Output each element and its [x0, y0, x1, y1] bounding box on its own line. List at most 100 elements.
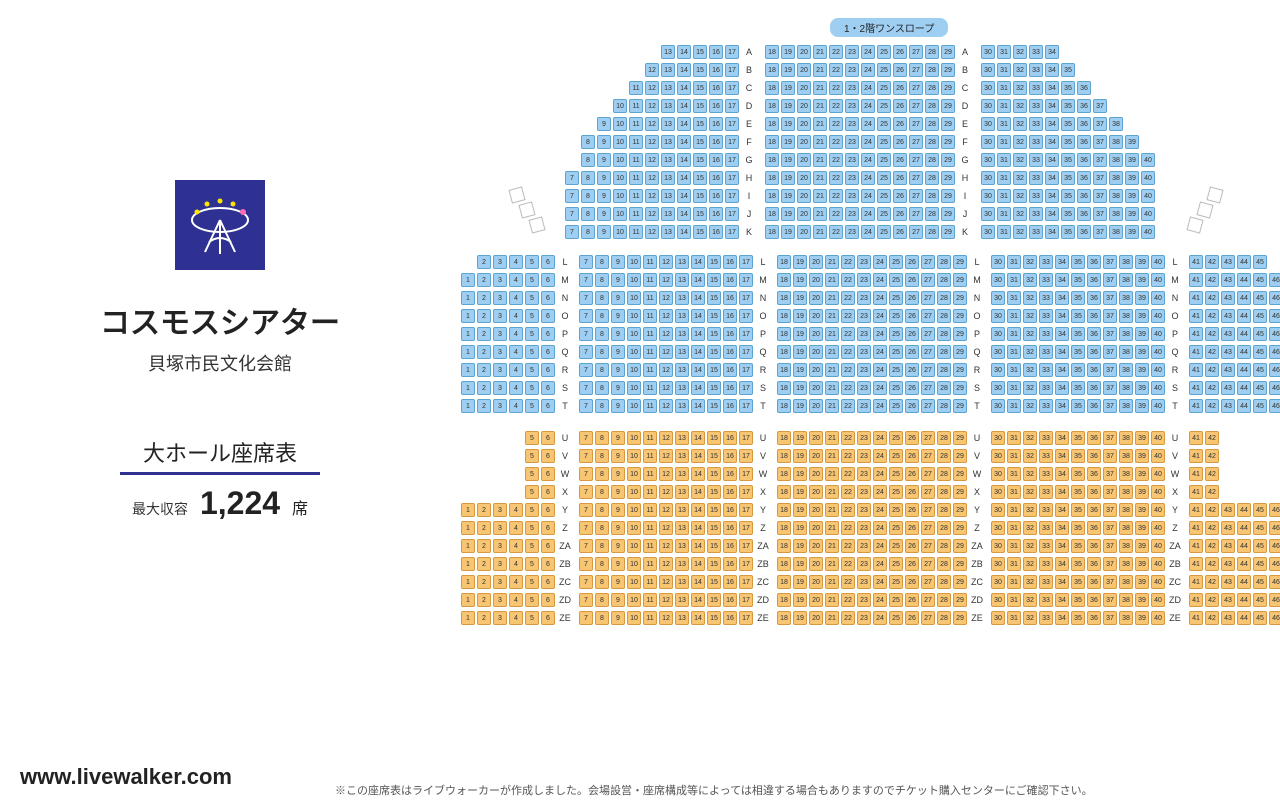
seat[interactable]: 6 — [541, 381, 555, 395]
seat[interactable]: 14 — [677, 189, 691, 203]
seat[interactable]: 13 — [661, 63, 675, 77]
seat[interactable]: 18 — [765, 117, 779, 131]
seat[interactable]: 25 — [889, 273, 903, 287]
seat[interactable]: 8 — [595, 327, 609, 341]
seat[interactable]: 18 — [777, 485, 791, 499]
seat[interactable]: 37 — [1103, 485, 1117, 499]
seat[interactable]: 30 — [991, 575, 1005, 589]
seat[interactable]: 27 — [921, 611, 935, 625]
seat[interactable]: 5 — [525, 381, 539, 395]
seat[interactable]: 34 — [1055, 309, 1069, 323]
seat[interactable]: 32 — [1013, 171, 1027, 185]
seat[interactable]: 4 — [509, 593, 523, 607]
seat[interactable]: 9 — [611, 309, 625, 323]
seat[interactable]: 2 — [477, 381, 491, 395]
seat[interactable]: 9 — [611, 291, 625, 305]
seat[interactable]: 11 — [643, 255, 657, 269]
seat[interactable]: 23 — [857, 327, 871, 341]
seat[interactable]: 17 — [739, 399, 753, 413]
seat[interactable]: 23 — [845, 153, 859, 167]
seat[interactable]: 4 — [509, 255, 523, 269]
seat[interactable]: 32 — [1023, 467, 1037, 481]
seat[interactable]: 12 — [645, 153, 659, 167]
seat[interactable]: 9 — [611, 345, 625, 359]
seat[interactable]: 45 — [1253, 557, 1267, 571]
seat[interactable]: 36 — [1087, 503, 1101, 517]
seat[interactable]: 8 — [595, 255, 609, 269]
seat[interactable]: 13 — [675, 399, 689, 413]
seat[interactable]: 46 — [1269, 273, 1280, 287]
seat[interactable]: 15 — [693, 189, 707, 203]
seat[interactable]: 14 — [677, 135, 691, 149]
seat[interactable]: 45 — [1253, 327, 1267, 341]
seat[interactable]: 15 — [707, 345, 721, 359]
seat[interactable]: 9 — [611, 273, 625, 287]
seat[interactable]: 21 — [825, 539, 839, 553]
seat[interactable]: 37 — [1093, 189, 1107, 203]
seat[interactable]: 36 — [1077, 225, 1091, 239]
seat[interactable]: 46 — [1269, 557, 1280, 571]
seat[interactable]: 14 — [677, 207, 691, 221]
seat[interactable]: 36 — [1087, 291, 1101, 305]
seat[interactable]: 34 — [1055, 273, 1069, 287]
seat[interactable]: 39 — [1125, 135, 1139, 149]
seat[interactable]: 45 — [1253, 381, 1267, 395]
seat[interactable]: 8 — [595, 503, 609, 517]
seat[interactable]: 25 — [889, 593, 903, 607]
seat[interactable]: 9 — [611, 575, 625, 589]
seat[interactable]: 18 — [777, 539, 791, 553]
seat[interactable]: 16 — [723, 539, 737, 553]
seat[interactable]: 13 — [675, 557, 689, 571]
seat[interactable]: 11 — [643, 309, 657, 323]
seat[interactable]: 19 — [781, 45, 795, 59]
seat[interactable]: 26 — [893, 99, 907, 113]
seat[interactable]: 38 — [1119, 449, 1133, 463]
seat[interactable]: 25 — [889, 557, 903, 571]
seat[interactable]: 15 — [707, 431, 721, 445]
seat[interactable]: 39 — [1135, 611, 1149, 625]
seat[interactable]: 39 — [1135, 503, 1149, 517]
seat[interactable]: 11 — [643, 503, 657, 517]
seat[interactable]: 33 — [1039, 485, 1053, 499]
seat[interactable]: 24 — [861, 225, 875, 239]
seat[interactable]: 26 — [905, 503, 919, 517]
seat[interactable]: 28 — [937, 399, 951, 413]
seat[interactable]: 18 — [777, 611, 791, 625]
seat[interactable]: 32 — [1023, 557, 1037, 571]
seat[interactable]: 30 — [991, 467, 1005, 481]
seat[interactable]: 10 — [613, 225, 627, 239]
seat[interactable]: 40 — [1151, 557, 1165, 571]
seat[interactable]: 8 — [595, 593, 609, 607]
seat[interactable]: 1 — [461, 381, 475, 395]
seat[interactable]: 6 — [541, 255, 555, 269]
seat[interactable]: 32 — [1013, 207, 1027, 221]
seat[interactable]: 8 — [581, 225, 595, 239]
seat[interactable]: 31 — [1007, 381, 1021, 395]
seat[interactable]: 37 — [1103, 575, 1117, 589]
seat[interactable]: 46 — [1269, 381, 1280, 395]
seat[interactable]: 43 — [1221, 399, 1235, 413]
seat[interactable]: 40 — [1151, 467, 1165, 481]
seat[interactable]: 11 — [643, 593, 657, 607]
seat[interactable]: 32 — [1023, 291, 1037, 305]
seat[interactable]: 21 — [825, 399, 839, 413]
seat[interactable]: 20 — [797, 135, 811, 149]
seat[interactable]: 11 — [629, 81, 643, 95]
seat[interactable]: 26 — [905, 291, 919, 305]
seat[interactable]: 40 — [1141, 189, 1155, 203]
seat[interactable]: 26 — [905, 255, 919, 269]
seat[interactable]: 11 — [643, 399, 657, 413]
seat[interactable]: 31 — [1007, 345, 1021, 359]
seat[interactable]: 41 — [1189, 521, 1203, 535]
seat[interactable]: 3 — [493, 593, 507, 607]
seat[interactable]: 36 — [1087, 539, 1101, 553]
seat[interactable]: 15 — [693, 45, 707, 59]
seat[interactable]: 37 — [1103, 611, 1117, 625]
seat[interactable]: 9 — [611, 363, 625, 377]
seat[interactable]: 32 — [1023, 593, 1037, 607]
seat[interactable]: 39 — [1135, 363, 1149, 377]
seat[interactable]: 24 — [873, 503, 887, 517]
seat[interactable]: 39 — [1135, 539, 1149, 553]
seat[interactable]: 18 — [777, 449, 791, 463]
seat[interactable]: 3 — [493, 327, 507, 341]
